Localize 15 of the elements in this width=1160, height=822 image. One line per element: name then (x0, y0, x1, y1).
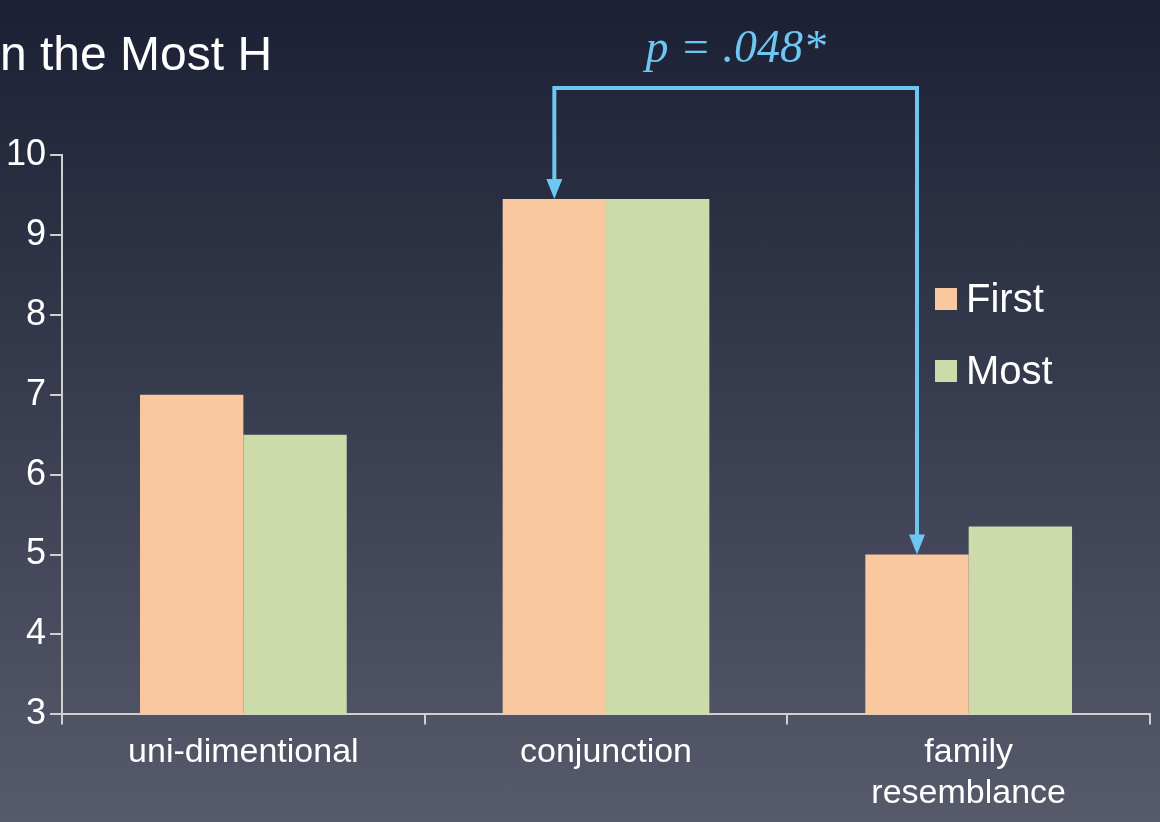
legend-label: First (966, 276, 1044, 321)
y-tick-label: 10 (6, 131, 47, 173)
y-tick-label: 9 (26, 211, 47, 253)
y-tick-label: 8 (26, 291, 47, 333)
y-tick-label: 5 (26, 531, 47, 573)
text: p = .048* (642, 21, 826, 72)
y-tick-label: 3 (26, 691, 47, 733)
y-tick-label: 4 (26, 611, 47, 653)
legend-label: Most (966, 348, 1053, 393)
y-tick-label: 6 (26, 451, 47, 493)
y-tick-label: 7 (26, 371, 47, 413)
x-tick-label: family resemblance (871, 731, 1066, 810)
x-tick-label: conjunction (520, 731, 693, 770)
chart-title: n the Most H (0, 27, 273, 80)
x-tick-label: uni-dimentional (128, 731, 359, 770)
